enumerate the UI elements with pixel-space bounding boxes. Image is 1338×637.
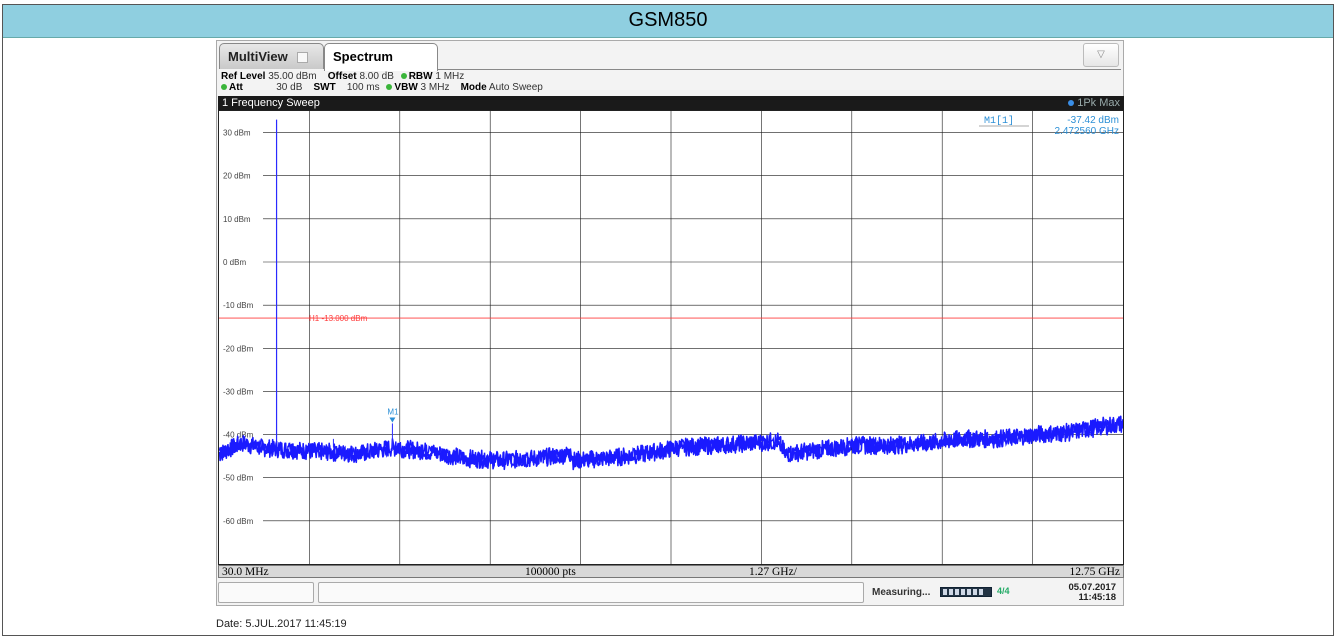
offset-label: Offset (327, 71, 357, 82)
tab-spectrum[interactable]: Spectrum (324, 43, 438, 71)
limit-line-label: H1 -13.000 dBm (309, 314, 368, 323)
tab-divider (437, 69, 1121, 70)
att-value: 30 dB (276, 82, 303, 93)
att-coupled-icon (221, 84, 227, 91)
axis-points: 100000 pts (525, 566, 576, 578)
mode-value: Auto Sweep (488, 82, 543, 93)
spectrum-plot[interactable]: 30 dBm 20 dBm 10 dBm 0 dBm -10 dBm -20 dBm -30… (218, 110, 1124, 565)
page-title: GSM850 (628, 9, 708, 31)
settings-row-2: Att 30 dB SWT 100 ms VBW 3 MHz Mode Auto… (221, 82, 543, 93)
marker-tag: M1 (387, 407, 399, 416)
analyzer-screen: MultiView Spectrum ▽ Ref Level 35.00 dBm… (216, 40, 1124, 606)
outer-frame (2, 4, 1334, 636)
spectrum-chart: 30 dBm 20 dBm 10 dBm 0 dBm -10 dBm -20 dBm -30… (219, 111, 1123, 564)
progress-segment (943, 589, 947, 595)
mode-label: Mode (460, 82, 487, 93)
rbw-value: 1 MHz (435, 71, 465, 82)
tab-spectrum-label: Spectrum (333, 49, 393, 64)
axis-step: 1.27 GHz/ (749, 566, 797, 578)
instrument-date: 05.07.2017 (1068, 582, 1116, 593)
marker-readout-level: -37.42 dBm (1067, 115, 1119, 126)
status-field-2[interactable] (318, 582, 864, 603)
tab-multiview[interactable]: MultiView (219, 43, 324, 69)
title-bar: GSM850 (3, 5, 1333, 38)
marker-triangle (389, 417, 396, 423)
multiview-grid-icon (297, 52, 309, 64)
progress-segment (961, 589, 965, 595)
instrument-time: 11:45:18 (1078, 592, 1116, 603)
date-caption: Date: 5.JUL.2017 11:45:19 (216, 618, 347, 630)
rbw-coupled-icon (400, 73, 407, 80)
swt-label: SWT (313, 82, 336, 93)
settings-row-1: Ref Level 35.00 dBm Offset 8.00 dB RBW 1… (221, 71, 543, 82)
frequency-axis-bar: 30.0 MHz 100000 pts 1.27 GHz/ 12.75 GHz (218, 565, 1124, 578)
sweep-title: 1 Frequency Sweep (222, 97, 320, 109)
y-tick-label: 10 dBm (223, 215, 251, 224)
trace-dot-icon (1068, 100, 1075, 107)
y-tick-label: -40 dBm (223, 431, 254, 440)
att-label: Att (229, 82, 243, 93)
y-tick-label: 0 dBm (223, 258, 246, 267)
settings-panel: Ref Level 35.00 dBm Offset 8.00 dB RBW 1… (221, 71, 543, 93)
marker-readout-name: M1[1] (984, 115, 1014, 127)
status-bar: Measuring... 4/4 05.07.2017 11:45:18 (218, 581, 1124, 605)
tab-multiview-label: MultiView (228, 49, 288, 64)
axis-stop: 12.75 GHz (1069, 566, 1120, 578)
progress-segment (973, 589, 977, 595)
ref-level-value: 35.00 dBm (268, 71, 317, 82)
offset-value: 8.00 dB (359, 71, 394, 82)
y-tick-label: 30 dBm (223, 129, 251, 138)
tab-dropdown-button[interactable]: ▽ (1083, 43, 1119, 67)
sweep-header: 1 Frequency Sweep 1Pk Max (218, 96, 1124, 110)
trace-line-band (219, 416, 1123, 469)
progress-segment (949, 589, 953, 595)
trace-indicator: 1Pk Max (1068, 96, 1120, 110)
level-indicator: 4/4 (997, 586, 1010, 596)
progress-segment (979, 589, 983, 595)
trace-label: 1Pk Max (1077, 97, 1120, 109)
measuring-progress-bar (940, 587, 992, 597)
progress-segment (967, 589, 971, 595)
marker-readout-freq: 2.472560 GHz (1055, 126, 1120, 137)
instrument-datetime: 05.07.2017 11:45:18 (1068, 583, 1116, 603)
y-tick-label: -60 dBm (223, 517, 254, 526)
ref-level-label: Ref Level (221, 71, 266, 82)
y-tick-label: -50 dBm (223, 474, 254, 483)
vbw-label: VBW (394, 82, 418, 93)
y-tick-label: -30 dBm (223, 387, 254, 396)
y-tick-label: -20 dBm (223, 344, 254, 353)
measuring-status: Measuring... (872, 587, 931, 598)
y-tick-label: 20 dBm (223, 172, 251, 181)
rbw-label: RBW (408, 71, 433, 82)
vbw-value: 3 MHz (420, 82, 450, 93)
axis-start: 30.0 MHz (222, 566, 269, 578)
status-field-1[interactable] (218, 582, 314, 603)
trace-line (219, 415, 1123, 471)
progress-segment (955, 589, 959, 595)
swt-value: 100 ms (346, 82, 380, 93)
chevron-down-icon: ▽ (1097, 49, 1105, 60)
y-tick-label: -10 dBm (223, 301, 254, 310)
vbw-coupled-icon (386, 84, 393, 91)
